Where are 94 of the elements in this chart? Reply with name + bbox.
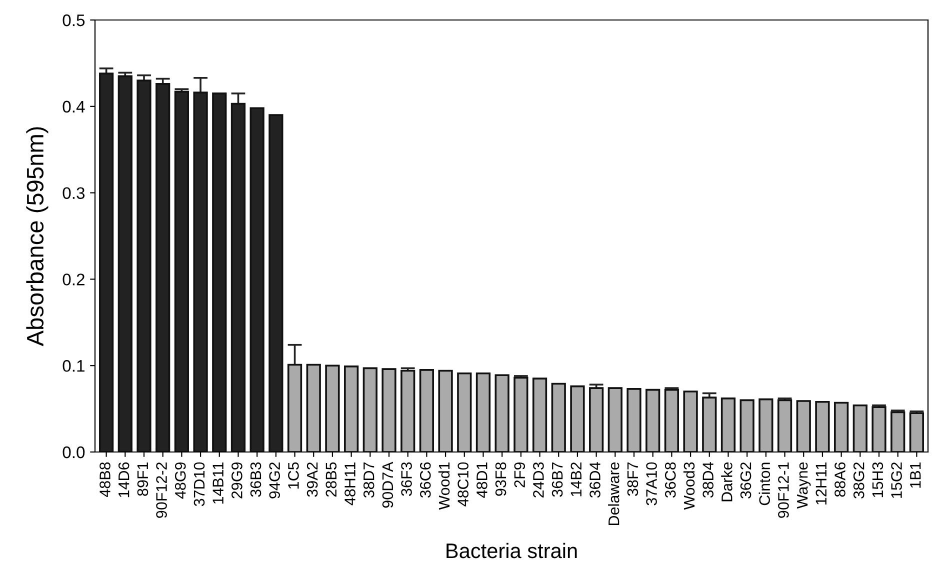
bar xyxy=(174,90,190,452)
bar xyxy=(683,390,698,452)
x-tick-label: 36D4 xyxy=(590,462,600,498)
bar xyxy=(890,411,906,452)
x-tick-label: 88A6 xyxy=(834,462,846,497)
x-tick-label: Cinton xyxy=(758,462,770,506)
bar xyxy=(362,367,378,452)
x-tick-label: 38F7 xyxy=(627,462,638,496)
bar xyxy=(608,387,622,452)
bar xyxy=(325,364,340,452)
x-tick-label: 37D10 xyxy=(194,462,205,506)
x-tick-label: 14B11 xyxy=(212,462,224,504)
bar xyxy=(570,385,585,452)
bar xyxy=(419,369,434,452)
x-tick-label: 1B1 xyxy=(910,462,921,488)
y-axis-title: Absorbance (595nm) xyxy=(26,127,48,346)
bar xyxy=(287,364,302,452)
y-tick-label: 0.4 xyxy=(62,100,85,113)
bar xyxy=(852,404,868,452)
x-tick-label: Wood3 xyxy=(683,462,695,510)
x-tick-label: 48G9 xyxy=(174,462,186,499)
bar xyxy=(909,412,924,452)
x-tick-label: 38D4 xyxy=(702,462,714,498)
bar xyxy=(494,374,510,452)
x-tick-label: Wood1 xyxy=(438,462,450,510)
bar xyxy=(626,388,642,452)
x-tick-label: 14D6 xyxy=(118,462,130,498)
x-tick-label: 48B8 xyxy=(100,462,110,498)
x-tick-label: 38G2 xyxy=(853,462,864,499)
bar xyxy=(702,396,717,452)
x-tick-label: 28B5 xyxy=(326,462,337,497)
bar xyxy=(438,370,453,452)
x-tick-label: 15G2 xyxy=(891,462,902,498)
x-tick-label: 12H11 xyxy=(816,462,826,504)
bar xyxy=(476,372,491,452)
x-tick-label: 15H3 xyxy=(872,462,884,498)
x-tick-label: 94G2 xyxy=(269,462,280,498)
bar xyxy=(664,388,680,452)
x-tick-label: 2F9 xyxy=(514,462,526,488)
bar xyxy=(720,398,736,452)
x-tick-label: 90D7A xyxy=(382,462,394,508)
x-tick-label: 36C6 xyxy=(420,462,431,498)
bar xyxy=(306,364,321,452)
x-tick-label: 24D3 xyxy=(533,462,544,498)
bar xyxy=(400,370,416,452)
bar xyxy=(136,80,152,452)
bar xyxy=(758,398,774,452)
x-tick-label: Darke xyxy=(721,462,732,502)
y-tick-label: 0.1 xyxy=(62,360,84,372)
bar xyxy=(872,406,886,452)
x-tick-label: 38D7 xyxy=(363,462,374,498)
y-tick-label: 0.5 xyxy=(62,14,85,26)
y-tick-label: 0.2 xyxy=(62,274,84,286)
bar xyxy=(118,75,132,452)
y-tick-label: 0.0 xyxy=(62,446,85,458)
bar xyxy=(212,92,227,452)
bar xyxy=(98,72,114,452)
bar xyxy=(796,400,811,452)
x-tick-label: Delaware xyxy=(608,462,620,525)
bar xyxy=(740,399,754,452)
bar xyxy=(344,366,359,452)
bar xyxy=(834,402,849,452)
x-tick-label: 36G2 xyxy=(740,462,752,499)
x-tick-label: 90F12-1 xyxy=(778,462,789,518)
x-tick-label: Wayne xyxy=(797,462,811,509)
x-tick-label: 36F3 xyxy=(401,462,412,496)
x-tick-label: 93F8 xyxy=(495,462,506,496)
bar xyxy=(777,399,792,452)
bar xyxy=(156,83,170,452)
bar xyxy=(457,372,472,452)
x-tick-label: 1C5 xyxy=(288,462,299,489)
x-axis-title: Bacteria strain xyxy=(446,542,577,558)
bar xyxy=(268,114,284,452)
x-tick-label: 36B3 xyxy=(250,462,262,497)
bar xyxy=(514,376,528,452)
bar xyxy=(551,382,566,452)
y-tick-label: 0.3 xyxy=(62,187,85,200)
x-tick-label: 36C8 xyxy=(664,462,676,498)
x-tick-label: 48C10 xyxy=(458,462,468,506)
x-tick-label: 14B2 xyxy=(570,462,582,496)
bar xyxy=(250,107,264,452)
x-tick-label: 37A10 xyxy=(646,462,657,506)
x-tick-label: 48D1 xyxy=(476,462,488,498)
bar xyxy=(646,388,660,452)
bar xyxy=(382,368,396,452)
x-tick-label: 48H11 xyxy=(344,462,356,506)
bar xyxy=(532,378,548,452)
x-tick-label: 89F1 xyxy=(137,462,148,496)
x-tick-label: 39A2 xyxy=(306,462,318,497)
x-tick-label: 29G9 xyxy=(232,462,242,498)
bar xyxy=(815,400,830,452)
bar xyxy=(588,387,604,452)
x-tick-label: 90F12-2 xyxy=(156,462,167,518)
x-tick-label: 36B7 xyxy=(552,462,563,497)
